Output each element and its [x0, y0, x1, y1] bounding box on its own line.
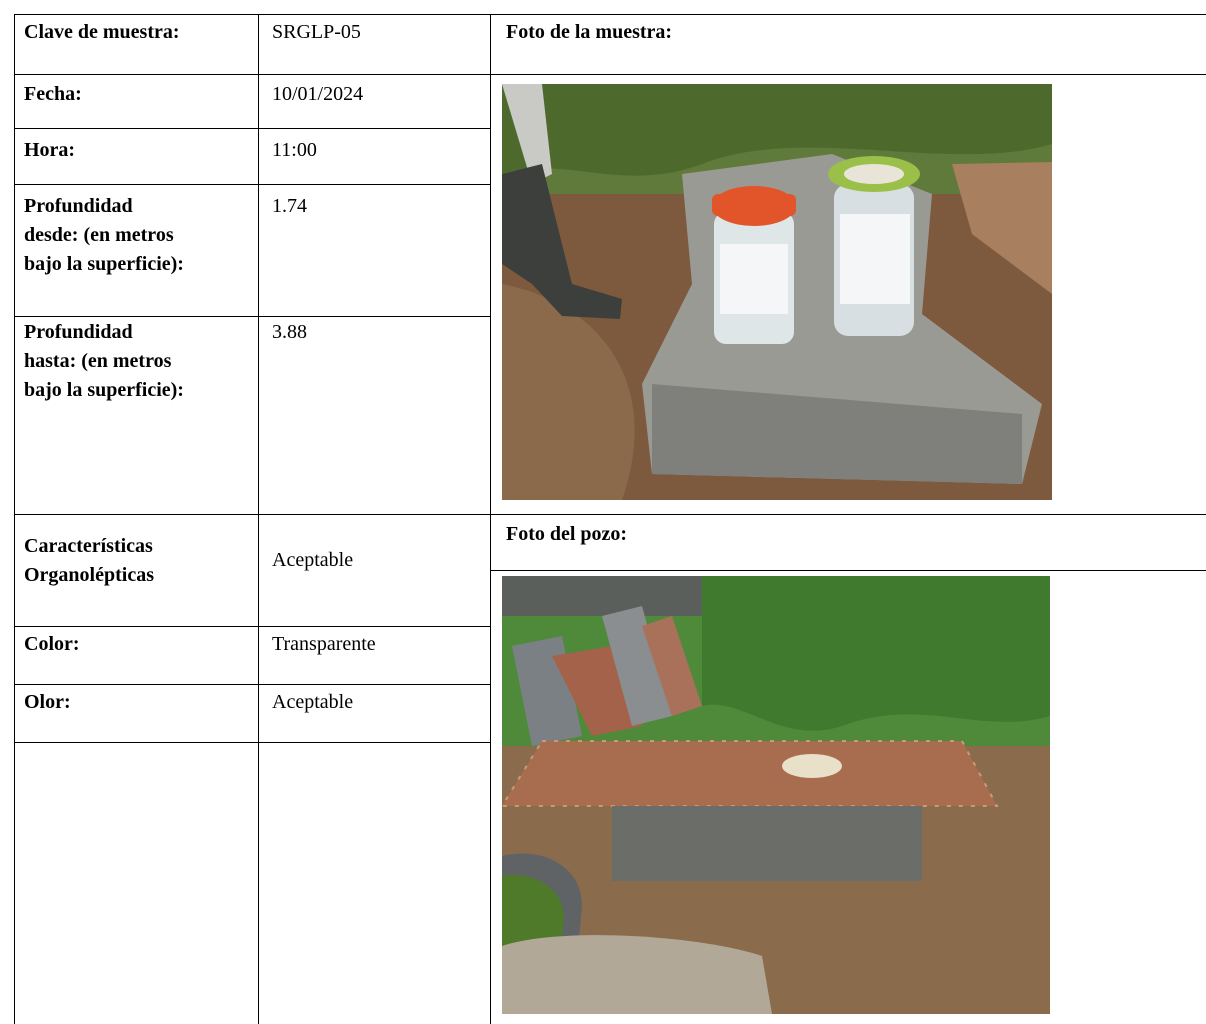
value: 10/01/2024 — [272, 83, 364, 105]
label: Características Organolépticas — [24, 535, 154, 586]
sample-photo — [502, 84, 1052, 500]
value: Aceptable — [272, 549, 354, 571]
rule — [14, 14, 15, 1024]
rule — [14, 14, 1206, 15]
label: Clave de muestra: — [24, 21, 180, 43]
rule — [14, 742, 490, 743]
value: Transparente — [272, 633, 376, 655]
value: 1.74 — [272, 195, 307, 217]
rule — [14, 514, 1206, 515]
value: 3.88 — [272, 321, 307, 343]
label: Color: — [24, 633, 80, 655]
rule — [490, 570, 1206, 571]
rule — [490, 14, 491, 1024]
label: Hora: — [24, 139, 76, 161]
rule — [14, 128, 490, 129]
rule — [14, 316, 490, 317]
rule — [14, 684, 490, 685]
value: Aceptable — [272, 691, 354, 713]
photo-label: Foto de la muestra: — [506, 21, 673, 43]
rule — [258, 14, 259, 1024]
label: Profundidad hasta: (en metros bajo la su… — [24, 321, 184, 401]
rule — [14, 184, 490, 185]
well-photo — [502, 576, 1050, 1014]
label: Fecha: — [24, 83, 82, 105]
rule — [14, 626, 490, 627]
photo-label: Foto del pozo: — [506, 523, 628, 545]
value: SRGLP-05 — [272, 21, 361, 43]
rule — [14, 74, 1206, 75]
label: Profundidad desde: (en metros bajo la su… — [24, 195, 184, 275]
label: Olor: — [24, 691, 71, 713]
value: 11:00 — [272, 139, 317, 161]
